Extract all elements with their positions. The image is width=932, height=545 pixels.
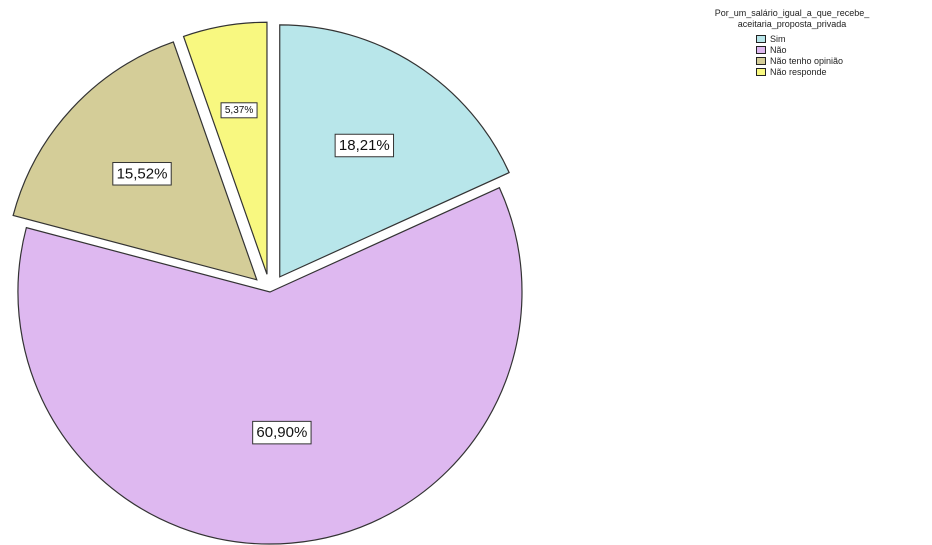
legend-swatch-nao	[756, 45, 766, 54]
pie-label-box-nao	[252, 420, 312, 445]
legend-label-nao-responde: Não responde	[770, 66, 827, 77]
pie-label-text-nao-responde: 5,37%	[225, 105, 253, 116]
pie-slice-nao-tenho-opiniao	[12, 41, 258, 281]
pie-label-sim: 18,21%	[334, 133, 395, 158]
pie-slice-sim	[279, 24, 510, 278]
legend-swatch-nao-tenho-opiniao	[756, 56, 766, 65]
pie-label-text-nao-tenho-opiniao: 15,52%	[117, 165, 168, 182]
legend-item-sim: Sim	[756, 33, 912, 44]
legend-list: Sim Não Não tenho opinião Não responde	[672, 33, 912, 77]
legend: Por_um_salário_igual_a_que_recebe_ aceit…	[672, 8, 912, 77]
legend-swatch-nao-responde	[756, 67, 766, 76]
pie-label-text-sim: 18,21%	[339, 137, 390, 154]
pie-slice-nao	[17, 186, 523, 545]
pie-label-nao-tenho-opiniao: 15,52%	[112, 162, 172, 186]
legend-swatch-sim	[756, 34, 766, 43]
pie-label-nao: 60,90%	[252, 420, 312, 445]
pie-label-text-nao: 60,90%	[256, 424, 307, 441]
legend-label-nao-tenho-opiniao: Não tenho opinião	[770, 55, 844, 66]
legend-item-nao: Não	[756, 44, 912, 55]
pie-label-box-nao-tenho-opiniao	[112, 162, 172, 186]
legend-item-nao-tenho-opiniao: Não tenho opinião	[756, 55, 912, 66]
pie-label-box-sim	[334, 133, 395, 158]
pie-slice-nao-responde	[182, 21, 268, 275]
legend-item-nao-responde: Não responde	[756, 66, 912, 77]
pie-label-box-nao-responde	[220, 102, 258, 119]
legend-title-line-2: aceitaria_proposta_privada	[737, 19, 847, 29]
legend-title-line-1: Por_um_salário_igual_a_que_recebe_	[714, 8, 870, 18]
legend-label-nao: Não	[770, 44, 787, 55]
pie-label-nao-responde: 5,37%	[220, 102, 258, 119]
legend-title: Por_um_salário_igual_a_que_recebe_ aceit…	[672, 8, 912, 30]
legend-label-sim: Sim	[770, 33, 786, 44]
